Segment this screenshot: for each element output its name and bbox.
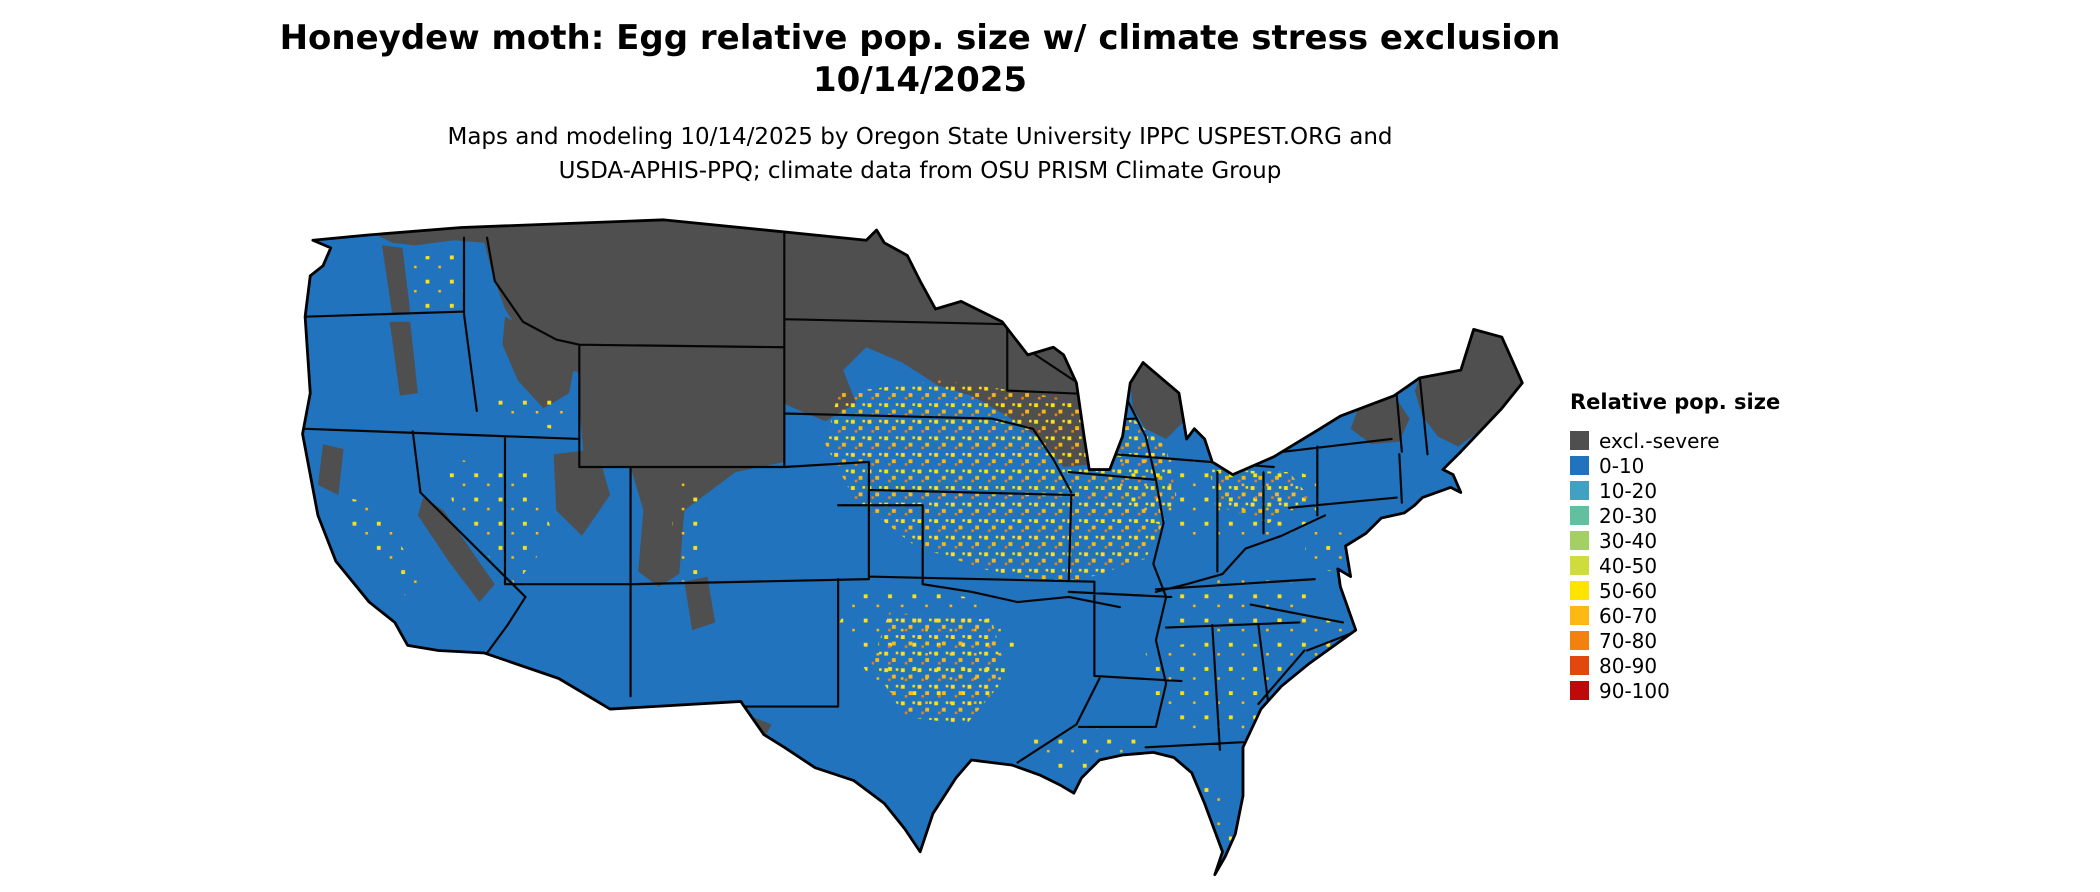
legend-label: 20-30 [1599,503,1658,528]
legend-item: 80-90 [1570,653,1830,678]
legend: Relative pop. size excl.-severe 0-10 10-20… [1570,390,1830,703]
legend-label: 10-20 [1599,478,1658,503]
legend-swatch [1570,481,1589,500]
legend-label: 60-70 [1599,603,1658,628]
legend-item: excl.-severe [1570,428,1830,453]
legend-swatch [1570,606,1589,625]
legend-label: 40-50 [1599,553,1658,578]
legend-label: excl.-severe [1599,428,1720,453]
legend-swatch [1570,556,1589,575]
legend-swatch [1570,456,1589,475]
legend-swatch [1570,656,1589,675]
legend-swatch [1570,506,1589,525]
legend-item: 20-30 [1570,503,1830,528]
subtitle-line2: USDA-APHIS-PPQ; climate data from OSU PR… [558,158,1282,184]
legend-items: excl.-severe 0-10 10-20 20-30 30-40 40-50 50-6… [1570,428,1830,703]
legend-item: 50-60 [1570,578,1830,603]
legend-item: 0-10 [1570,453,1830,478]
legend-swatch [1570,681,1589,700]
legend-swatch [1570,431,1589,450]
us-map [300,202,1530,890]
legend-item: 30-40 [1570,528,1830,553]
legend-swatch [1570,631,1589,650]
legend-item: 70-80 [1570,628,1830,653]
legend-label: 80-90 [1599,653,1658,678]
excluded-regions [317,219,1523,745]
legend-label: 70-80 [1599,628,1658,653]
page-title-line2: 10/14/2025 [812,60,1028,100]
page-title-line1: Honeydew moth: Egg relative pop. size w/… [279,18,1561,58]
us-map-svg [301,218,1524,877]
legend-label: 0-10 [1599,453,1645,478]
legend-title: Relative pop. size [1570,390,1781,414]
legend-item: 60-70 [1570,603,1830,628]
legend-swatch [1570,581,1589,600]
legend-item: 10-20 [1570,478,1830,503]
legend-item: 90-100 [1570,678,1830,703]
us-outline-stroke [301,218,1524,877]
legend-swatch [1570,531,1589,550]
subtitle-line1: Maps and modeling 10/14/2025 by Oregon S… [447,124,1393,150]
legend-label: 30-40 [1599,528,1658,553]
legend-item: 40-50 [1570,553,1830,578]
legend-label: 50-60 [1599,578,1658,603]
state-borders [304,219,1429,764]
legend-label: 90-100 [1599,678,1670,703]
